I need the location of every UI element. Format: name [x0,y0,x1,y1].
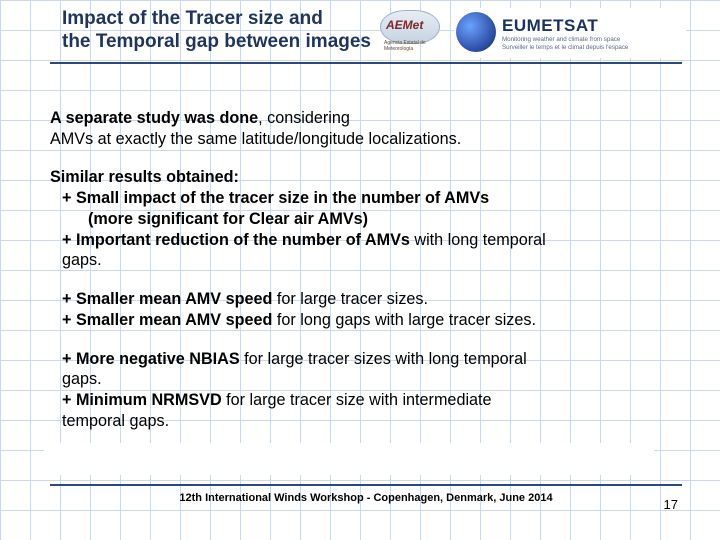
title-line2: the Temporal gap between images [62,31,371,52]
p2b2b: with long temporal [410,231,546,249]
slide: { "layout": { "width_px": 720, "height_p… [0,0,720,540]
p1-bold: A separate study was done [50,109,258,127]
p3-bullet-2: + Smaller mean AMV speed for long gaps w… [50,310,686,331]
paragraph-1: A separate study was done, considering A… [50,108,686,149]
p4b2: for large tracer size with intermediate [222,391,492,409]
p2-bullet-2c: gaps. [50,250,686,271]
slide-title: Impact of the Tracer size and the Tempor… [62,8,371,54]
p2-bullet-1b: (more significant for Clear air AMVs) [50,209,686,230]
p4a3: gaps. [62,370,102,388]
paragraph-2: Similar results obtained: + Small impact… [50,167,686,271]
header: Impact of the Tracer size and the Tempor… [0,6,720,72]
p4-bullet-1: + More negative NBIAS for large tracer s… [50,349,686,370]
p1-rest: , considering [258,109,350,127]
title-line1: Impact of the Tracer size and [62,8,323,29]
footer-text: 12th International Winds Workshop - Cope… [50,492,682,504]
eumetsat-logo: EUMETSAT Monitoring weather and climate … [454,8,686,58]
p4a1: + More negative NBIAS [62,350,240,368]
p2b1a: + Small impact of the tracer size in the… [62,189,489,207]
aemet-logo: AEMet Agencia Estatal de Meteorología [380,10,444,56]
p3a1: + Smaller mean AMV speed [62,290,272,308]
eumetsat-tagline-1: Monitoring weather and climate from spac… [502,36,620,43]
body-text: A separate study was done, considering A… [50,108,686,450]
p2-bullet-2: + Important reduction of the number of A… [50,230,686,251]
p3-bullet-1: + Smaller mean AMV speed for large trace… [50,289,686,310]
p4b1: + Minimum NRMSVD [62,391,222,409]
header-rule [50,62,682,64]
p2-lead: Similar results obtained: [50,168,239,186]
p1-line2: AMVs at exactly the same latitude/longit… [50,130,461,148]
paragraph-4: + More negative NBIAS for large tracer s… [50,349,686,432]
eumetsat-name: EUMETSAT [502,16,598,36]
footer: 12th International Winds Workshop - Cope… [50,484,682,504]
page-number: 17 [664,497,678,512]
p3a2: for large tracer sizes. [272,290,428,308]
paragraph-3: + Smaller mean AMV speed for large trace… [50,289,686,330]
p4-bullet-1b: gaps. [50,369,686,390]
p2b2a: + Important reduction of the number of A… [62,231,410,249]
footer-rule [50,484,682,486]
p4a2: for large tracer sizes with long tempora… [240,350,527,368]
aemet-logo-subtext: Agencia Estatal de Meteorología [384,40,444,52]
p3b1: + Smaller mean AMV speed [62,311,272,329]
p3b2: for long gaps with large tracer sizes. [272,311,536,329]
eumetsat-globe-icon [456,12,496,52]
p4b3: temporal gaps. [62,412,169,430]
aemet-logo-text: AEMet [386,18,423,32]
white-overlay-box [44,443,654,475]
p4-bullet-2b: temporal gaps. [50,411,686,432]
p2b1b: (more significant for Clear air AMVs) [88,210,368,228]
eumetsat-tagline-2: Surveiller le temps et le climat depuis … [502,44,628,51]
p2-bullet-1: + Small impact of the tracer size in the… [50,188,686,209]
p2b2c: gaps. [62,251,102,269]
p4-bullet-2: + Minimum NRMSVD for large tracer size w… [50,390,686,411]
